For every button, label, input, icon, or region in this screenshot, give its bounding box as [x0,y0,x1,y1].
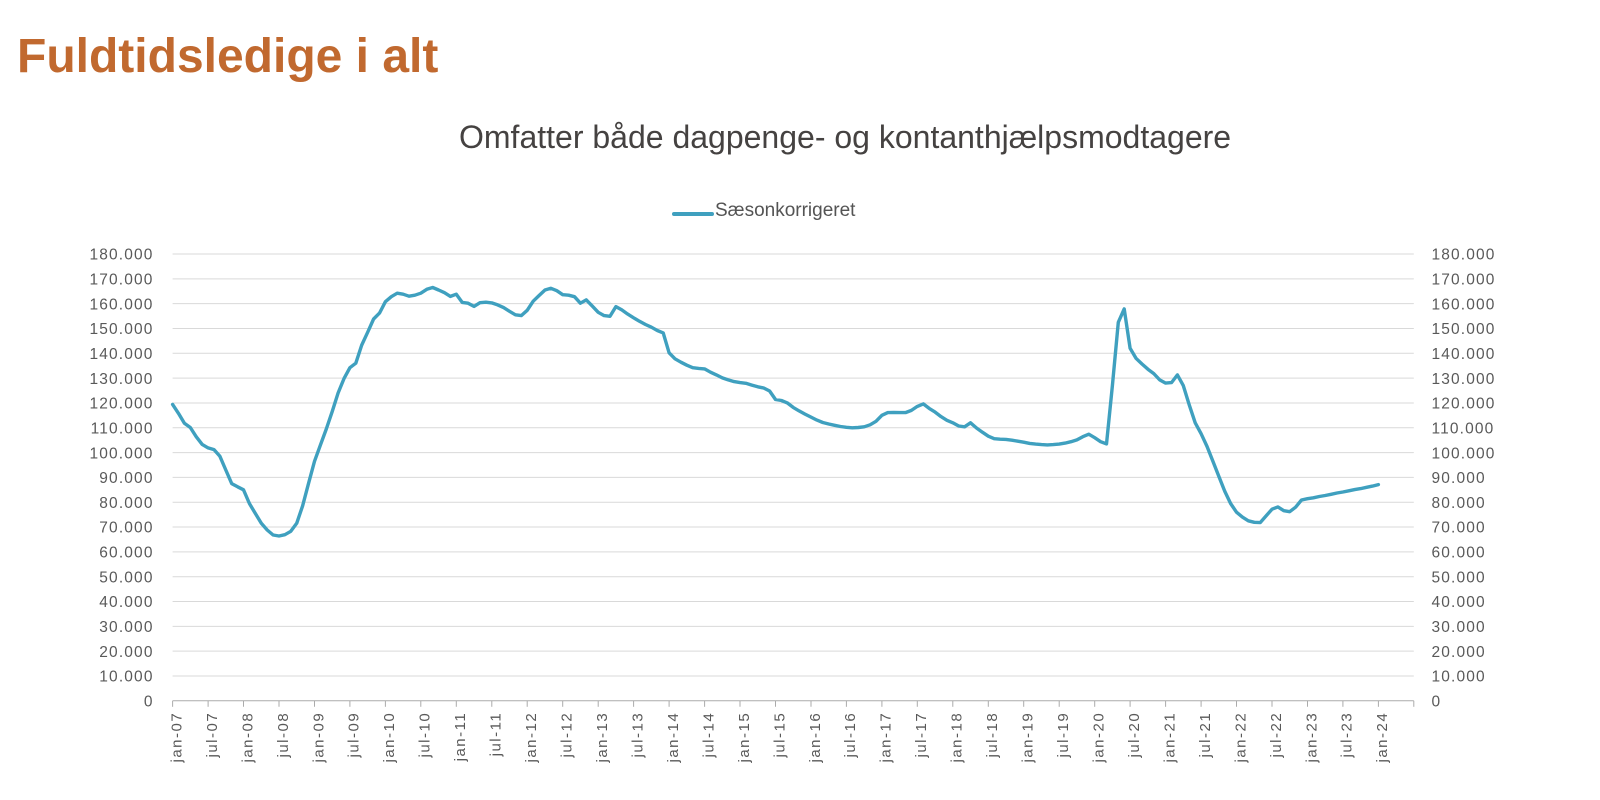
svg-text:90.000: 90.000 [1432,470,1486,487]
svg-text:10.000: 10.000 [99,669,153,686]
svg-text:jan-22: jan-22 [1232,712,1249,764]
svg-text:jul-18: jul-18 [984,712,1001,759]
svg-text:110.000: 110.000 [1432,421,1495,438]
svg-text:150.000: 150.000 [1432,321,1496,338]
svg-text:jan-15: jan-15 [736,712,753,764]
svg-text:jan-13: jan-13 [594,712,611,764]
svg-text:jul-12: jul-12 [559,712,576,759]
svg-text:jul-19: jul-19 [1055,712,1072,759]
svg-text:30.000: 30.000 [1432,619,1486,636]
svg-text:jul-20: jul-20 [1126,712,1143,759]
svg-text:20.000: 20.000 [99,644,153,661]
svg-text:jul-08: jul-08 [275,712,292,759]
svg-text:jul-14: jul-14 [700,712,717,759]
svg-text:160.000: 160.000 [90,296,154,313]
svg-text:jan-24: jan-24 [1374,712,1391,764]
svg-text:jul-22: jul-22 [1268,712,1285,759]
svg-text:jan-20: jan-20 [1091,712,1108,764]
svg-text:150.000: 150.000 [90,321,154,338]
svg-text:jan-12: jan-12 [523,712,540,764]
svg-text:jul-15: jul-15 [771,712,788,759]
svg-text:140.000: 140.000 [1432,346,1496,363]
svg-text:jan-11: jan-11 [452,712,469,763]
svg-text:0: 0 [1432,694,1442,711]
svg-text:jul-10: jul-10 [417,712,434,759]
svg-text:10.000: 10.000 [1432,669,1486,686]
svg-text:180.000: 180.000 [90,247,154,264]
svg-text:20.000: 20.000 [1432,644,1486,661]
svg-text:jul-13: jul-13 [629,712,646,759]
svg-text:jul-17: jul-17 [913,712,930,759]
svg-text:jan-07: jan-07 [168,712,185,764]
svg-text:180.000: 180.000 [1432,247,1496,264]
svg-text:50.000: 50.000 [1432,569,1486,586]
svg-text:100.000: 100.000 [1432,445,1496,462]
svg-text:50.000: 50.000 [99,569,153,586]
svg-text:jul-21: jul-21 [1197,712,1214,759]
svg-text:jan-16: jan-16 [807,712,824,764]
svg-text:jul-07: jul-07 [204,712,221,759]
svg-text:140.000: 140.000 [90,346,154,363]
svg-text:jan-19: jan-19 [1020,712,1037,764]
svg-text:170.000: 170.000 [1432,272,1496,289]
svg-text:170.000: 170.000 [90,272,154,289]
svg-text:jan-18: jan-18 [949,712,966,764]
svg-text:40.000: 40.000 [1432,594,1486,611]
svg-text:90.000: 90.000 [99,470,153,487]
svg-text:40.000: 40.000 [99,594,153,611]
svg-text:120.000: 120.000 [1432,396,1496,413]
svg-text:jul-09: jul-09 [346,712,363,759]
svg-text:jul-23: jul-23 [1339,712,1356,759]
svg-text:jan-10: jan-10 [381,712,398,764]
svg-text:80.000: 80.000 [99,495,153,512]
svg-text:120.000: 120.000 [90,396,154,413]
svg-text:130.000: 130.000 [90,371,154,388]
svg-text:70.000: 70.000 [99,520,153,537]
svg-text:jan-09: jan-09 [310,712,327,764]
svg-text:130.000: 130.000 [1432,371,1496,388]
svg-text:jan-23: jan-23 [1303,712,1320,764]
svg-text:110.000: 110.000 [91,421,154,438]
svg-text:80.000: 80.000 [1432,495,1486,512]
svg-text:jan-17: jan-17 [878,712,895,764]
svg-text:70.000: 70.000 [1432,520,1486,537]
svg-text:60.000: 60.000 [99,545,153,562]
svg-text:jul-11: jul-11 [488,712,505,758]
svg-text:jan-21: jan-21 [1161,712,1178,764]
svg-text:100.000: 100.000 [90,445,154,462]
svg-text:jan-08: jan-08 [239,712,256,764]
svg-text:30.000: 30.000 [99,619,153,636]
svg-text:0: 0 [144,694,154,711]
svg-text:jul-16: jul-16 [842,712,859,759]
svg-text:160.000: 160.000 [1432,296,1496,313]
svg-text:60.000: 60.000 [1432,545,1486,562]
svg-text:jan-14: jan-14 [665,712,682,764]
